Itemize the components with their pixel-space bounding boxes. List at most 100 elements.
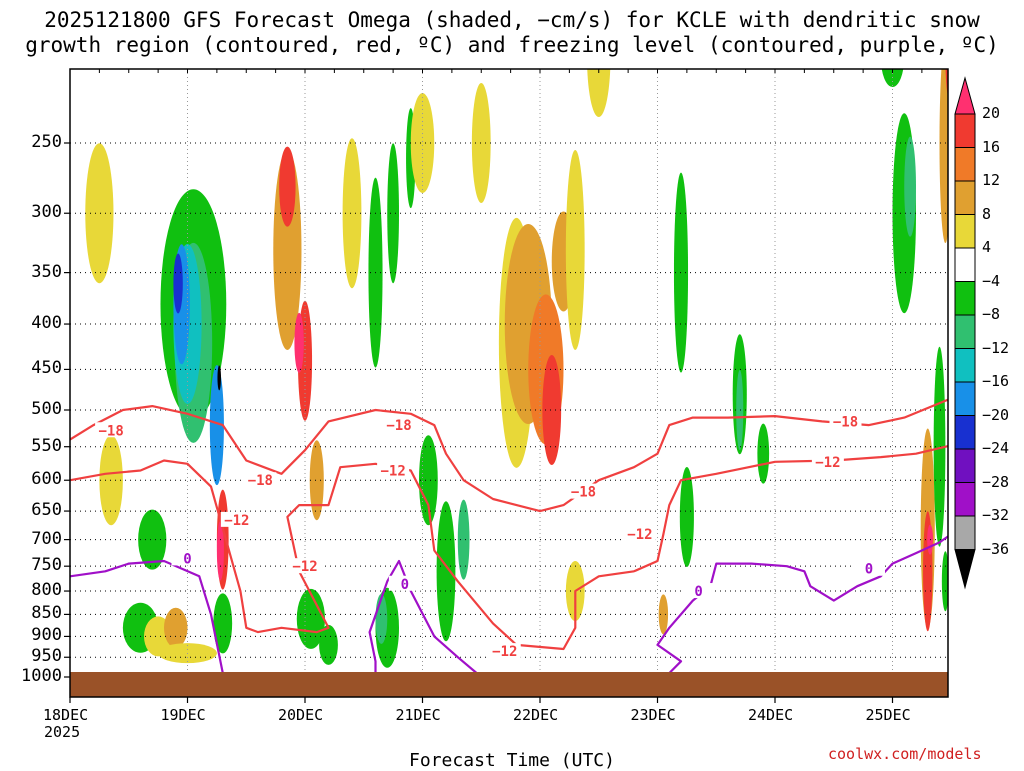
colorbar-label: −12 (982, 338, 1010, 357)
contour-label: −12 (815, 455, 840, 471)
contour-label: 0 (694, 584, 702, 600)
omega-shading-cell (933, 346, 946, 547)
plot-frame (69, 68, 949, 698)
colorbar-swatch (954, 147, 976, 182)
x-tick-label: 18DEC (43, 706, 89, 724)
colorbar-label: −16 (982, 372, 1010, 390)
y-tick-label: 350 (31, 261, 62, 282)
omega-shading-cell (309, 440, 324, 521)
omega-shading-cell (85, 143, 114, 284)
omega-shading-cell (436, 501, 456, 642)
colorbar-swatch (954, 247, 976, 282)
colorbar-swatch (954, 180, 976, 215)
contour-label: −12 (380, 463, 405, 479)
contour-label: −18 (98, 423, 123, 439)
x-axis-year: 2025 (44, 723, 81, 741)
contour-label-bg (853, 560, 885, 576)
omega-shading-cell (173, 253, 183, 314)
x-tick-label: 25DEC (865, 706, 911, 724)
x-tick-label: 23DEC (630, 706, 676, 724)
colorbar-swatch (954, 348, 976, 383)
omega-shading-cell (216, 520, 224, 581)
contour-label-bg (377, 462, 410, 478)
x-axis-label: Forecast Time (UTC) (409, 750, 615, 771)
colorbar-label: 20 (982, 104, 1001, 122)
x-tick-label: 19DEC (160, 706, 206, 724)
y-tick-label: 650 (31, 500, 62, 521)
colorbar-label: 12 (982, 171, 1001, 189)
colorbar-label: −32 (982, 506, 1010, 524)
colorbar-swatch (954, 113, 976, 148)
contour-label-bg (829, 413, 862, 429)
omega-shading-cell (342, 138, 362, 289)
y-tick-label: 900 (31, 625, 62, 646)
colorbar (954, 76, 976, 590)
contour-label: 0 (865, 562, 873, 578)
colorbar-swatch (954, 281, 976, 316)
y-tick-label: 800 (31, 580, 62, 601)
chart-title-line-1: 2025121800 GFS Forecast Omega (shaded, −… (44, 8, 980, 32)
omega-shading-cell (164, 607, 188, 648)
contour-label-bg (244, 472, 277, 488)
contour-label-bg (171, 550, 204, 566)
contour-label-bg (811, 453, 844, 469)
omega-shading-cell (213, 593, 233, 654)
omega-shading-cell (757, 423, 770, 484)
x-tick-label: 24DEC (748, 706, 794, 724)
source-credit: coolwx.com/models (828, 745, 982, 763)
y-tick-label: 750 (31, 555, 62, 576)
omega-shading-cell (217, 365, 221, 391)
omega-shading-cell (941, 551, 948, 612)
y-tick-label: 1000 (21, 666, 62, 686)
omega-shading-cell (99, 435, 123, 526)
y-tick-label: 600 (31, 469, 62, 490)
y-tick-label: 700 (31, 528, 62, 549)
omega-shading-cell (736, 370, 744, 450)
y-tick-label: 850 (31, 603, 62, 624)
colorbar-label: 16 (982, 137, 1001, 156)
colorbar-label: −28 (982, 472, 1010, 491)
colorbar-swatch (954, 381, 976, 416)
omega-shading-cell (410, 93, 435, 193)
y-tick-label: 450 (31, 358, 62, 379)
x-tick-label: 21DEC (395, 706, 441, 724)
colorbar-top-arrow (954, 76, 976, 115)
contour-label: 0 (401, 577, 409, 593)
omega-shading-cell (679, 466, 694, 567)
colorbar-label: −4 (982, 271, 1001, 290)
contour-label: −12 (224, 513, 249, 529)
omega-shading-cell (457, 499, 470, 580)
colorbar-swatch (954, 214, 976, 249)
contour-label-bg (623, 526, 656, 542)
omega-shading-cell (939, 69, 948, 243)
y-tick-label: 950 (31, 646, 62, 667)
colorbar-bottom-arrow (954, 549, 976, 590)
contour-label-bg (682, 583, 715, 599)
contour-label-bg (220, 511, 253, 527)
contour-label-bg (388, 575, 421, 591)
contour-label-bg (383, 417, 415, 433)
colorbar-swatch (954, 482, 976, 517)
contour-lines: −18 −18 −18 −18 −18 −12 −12 −12 −12 −12 −12 0 0 0 0 (70, 398, 948, 679)
omega-shading-cell (138, 509, 167, 570)
contour-label: −18 (833, 414, 858, 430)
omega-shading-cell (658, 594, 669, 635)
chart-title-line-2: growth region (contoured, red, ºC) and f… (25, 33, 999, 57)
omega-shading-cell (387, 143, 399, 284)
omega-shading-cell (587, 69, 611, 118)
omega-shading-cell (565, 149, 585, 350)
dgz-minus18-contour (70, 398, 948, 513)
omega-shading (85, 69, 948, 668)
omega-shading-cell (296, 588, 325, 649)
colorbar-label: −8 (982, 305, 1001, 323)
contour-label: 0 (183, 551, 191, 567)
y-tick-label: 250 (31, 132, 62, 152)
colorbar-label: 4 (982, 238, 992, 256)
contour-label: −12 (292, 559, 317, 575)
dgz-minus12-contour (70, 444, 948, 651)
x-tick-label: 20DEC (278, 706, 324, 724)
omega-shading-cell (294, 312, 304, 373)
axis-ticks (64, 69, 923, 703)
colorbar-label: −24 (982, 439, 1010, 457)
